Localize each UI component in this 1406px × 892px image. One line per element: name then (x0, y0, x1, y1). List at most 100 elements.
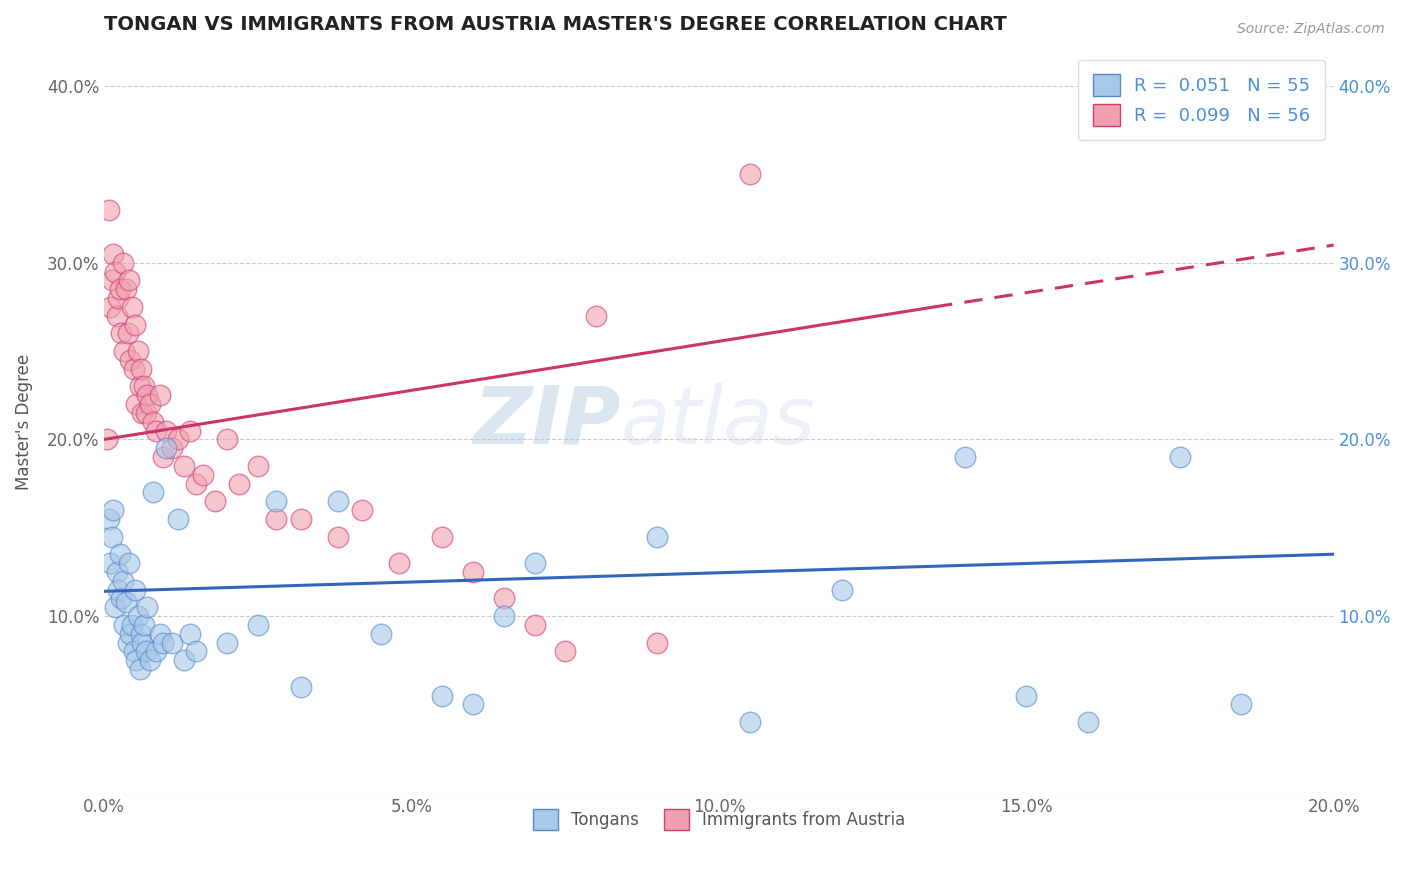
Point (173, 458, 195, 473)
Point (104, 600, 127, 615)
Point (148, 388, 170, 402)
Point (134, 618, 156, 632)
Point (120, 353, 142, 368)
Point (352, 503, 374, 517)
Point (155, 424, 177, 438)
Point (142, 485, 165, 500)
Point (204, 494, 226, 508)
Point (738, 714, 761, 729)
Point (117, 635, 139, 649)
Point (831, 582, 853, 597)
Text: Source: ZipAtlas.com: Source: ZipAtlas.com (1237, 22, 1385, 37)
Point (135, 644, 157, 658)
Point (139, 653, 162, 667)
Point (167, 433, 190, 447)
Point (127, 609, 149, 624)
Point (326, 494, 349, 508)
Point (1015, 689, 1038, 703)
Point (118, 273, 141, 287)
Point (191, 467, 214, 482)
Point (738, 168, 761, 182)
Point (523, 556, 546, 570)
Point (167, 512, 190, 526)
Point (122, 361, 145, 376)
Point (432, 689, 454, 703)
Point (131, 406, 153, 420)
Point (121, 618, 143, 632)
Point (112, 344, 135, 359)
Point (110, 326, 132, 341)
Point (124, 318, 146, 332)
Point (118, 556, 141, 570)
Point (173, 653, 195, 667)
Point (134, 379, 156, 393)
Point (117, 326, 139, 341)
Point (112, 618, 135, 632)
Point (145, 424, 167, 438)
Text: atlas: atlas (620, 383, 815, 461)
Point (129, 379, 152, 393)
Point (129, 361, 152, 376)
Point (131, 635, 153, 649)
Point (110, 591, 132, 606)
Point (160, 635, 183, 649)
Point (105, 565, 128, 579)
Point (108, 547, 131, 561)
Point (145, 644, 167, 658)
Point (554, 644, 576, 658)
Point (104, 264, 127, 278)
Point (105, 309, 128, 323)
Point (124, 582, 146, 597)
Point (1168, 450, 1191, 464)
Point (148, 626, 170, 640)
Point (492, 609, 515, 624)
Point (98, 512, 121, 526)
Point (100, 530, 122, 544)
Point (111, 256, 134, 270)
Point (1077, 714, 1099, 729)
Point (103, 503, 125, 517)
Point (217, 635, 239, 649)
Point (152, 450, 174, 464)
Point (461, 565, 484, 579)
Point (492, 591, 515, 606)
Point (96, 433, 118, 447)
Y-axis label: Master's Degree: Master's Degree (15, 354, 32, 490)
Point (953, 450, 976, 464)
Point (585, 309, 607, 323)
Point (139, 397, 162, 411)
Point (103, 247, 125, 261)
Point (266, 512, 288, 526)
Point (136, 600, 159, 615)
Point (129, 662, 152, 676)
Point (122, 644, 145, 658)
Point (290, 512, 312, 526)
Point (98, 202, 121, 217)
Point (266, 494, 288, 508)
Point (111, 574, 134, 588)
Point (108, 282, 131, 296)
Point (186, 644, 208, 658)
Point (246, 458, 269, 473)
Point (120, 626, 142, 640)
Point (1230, 698, 1253, 712)
Point (155, 442, 177, 456)
Point (523, 618, 546, 632)
Point (136, 388, 159, 402)
Legend: Tongans, Immigrants from Austria: Tongans, Immigrants from Austria (526, 803, 912, 836)
Point (326, 530, 349, 544)
Point (107, 582, 129, 597)
Point (142, 415, 165, 429)
Point (186, 476, 208, 491)
Point (125, 653, 148, 667)
Point (135, 406, 157, 420)
Text: ZIP: ZIP (474, 383, 620, 461)
Point (290, 680, 312, 694)
Point (129, 626, 152, 640)
Text: TONGAN VS IMMIGRANTS FROM AUSTRIA MASTER'S DEGREE CORRELATION CHART: TONGAN VS IMMIGRANTS FROM AUSTRIA MASTER… (104, 15, 1007, 34)
Point (114, 282, 136, 296)
Point (179, 424, 201, 438)
Point (228, 476, 250, 491)
Point (647, 530, 669, 544)
Point (370, 626, 392, 640)
